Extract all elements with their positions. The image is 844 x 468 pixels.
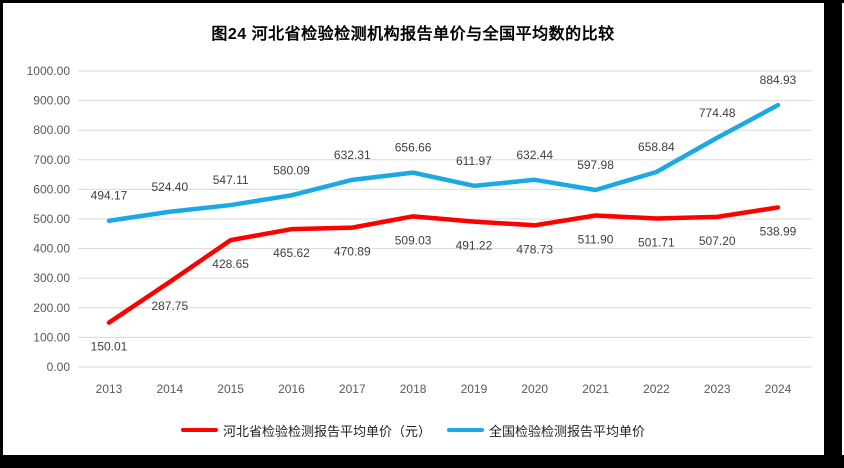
- data-label: 509.03: [395, 233, 432, 247]
- data-label: 774.48: [699, 106, 736, 120]
- data-label: 150.01: [91, 340, 128, 354]
- x-tick-label: 2016: [278, 382, 305, 396]
- data-label: 538.99: [760, 224, 797, 238]
- x-tick-label: 2023: [704, 382, 731, 396]
- y-tick-label: 200.00: [33, 301, 70, 315]
- data-label: 656.66: [395, 141, 432, 155]
- y-tick-label: 400.00: [33, 242, 70, 256]
- data-label: 597.98: [577, 158, 614, 172]
- data-label: 611.97: [456, 154, 492, 168]
- y-tick-label: 900.00: [33, 94, 70, 108]
- data-label: 494.17: [91, 189, 128, 203]
- data-label: 507.20: [699, 234, 736, 248]
- legend-label-hebei: 河北省检验检测报告平均单价（元）: [222, 423, 431, 439]
- x-tick-label: 2015: [217, 382, 244, 396]
- hebei-series-line: [106, 205, 781, 325]
- frame-border-top: [0, 0, 844, 3]
- data-label: 632.31: [334, 148, 371, 162]
- y-tick-label: 100.00: [33, 330, 70, 344]
- data-label: 658.84: [638, 140, 675, 154]
- y-tick-label: 300.00: [33, 271, 70, 285]
- x-tick-label: 2021: [582, 382, 609, 396]
- data-label: 478.73: [516, 242, 553, 256]
- x-tick-label: 2013: [96, 382, 123, 396]
- x-tick-label: 2014: [156, 382, 183, 396]
- x-tick-label: 2024: [765, 382, 792, 396]
- data-label: 524.40: [151, 180, 188, 194]
- x-tick-label: 2017: [339, 382, 366, 396]
- data-label: 470.89: [334, 245, 371, 259]
- data-label: 501.71: [638, 235, 675, 249]
- data-label: 465.62: [273, 246, 310, 260]
- y-tick-label: 0.00: [47, 360, 71, 374]
- legend-line-red-icon: [180, 427, 218, 433]
- data-label: 547.11: [213, 173, 249, 187]
- data-label: 287.75: [151, 299, 188, 313]
- x-tick-label: 2018: [400, 382, 427, 396]
- y-tick-label: 800.00: [33, 123, 70, 137]
- frame-border-left: [0, 0, 3, 468]
- data-label: 491.22: [456, 239, 493, 253]
- data-label: 511.90: [578, 232, 614, 246]
- data-label: 632.44: [516, 148, 553, 162]
- y-tick-label: 500.00: [33, 212, 70, 226]
- y-tick-label: 700.00: [33, 153, 70, 167]
- x-tick-label: 2022: [643, 382, 670, 396]
- legend-item-national: 全国检验检测报告平均单价: [447, 421, 645, 440]
- data-label: 580.09: [273, 163, 310, 177]
- data-label: 428.65: [212, 257, 249, 271]
- frame-border-right: [824, 3, 842, 455]
- national-series-line: [106, 102, 781, 223]
- frame-border-bottom: [0, 455, 844, 468]
- data-label: 884.93: [760, 73, 797, 87]
- chart-legend: 河北省检验检测报告平均单价（元） 全国检验检测报告平均单价: [3, 419, 823, 441]
- y-tick-label: 600.00: [33, 182, 70, 196]
- chart-title: 图24 河北省检验检测机构报告单价与全国平均数的比较: [211, 26, 615, 43]
- legend-line-blue-icon: [447, 427, 484, 433]
- legend-label-national: 全国检验检测报告平均单价: [489, 423, 646, 439]
- y-tick-label: 1000.00: [27, 64, 71, 78]
- x-tick-label: 2020: [521, 382, 548, 396]
- x-tick-label: 2019: [461, 382, 488, 396]
- legend-item-hebei: 河北省检验检测报告平均单价（元）: [180, 421, 431, 440]
